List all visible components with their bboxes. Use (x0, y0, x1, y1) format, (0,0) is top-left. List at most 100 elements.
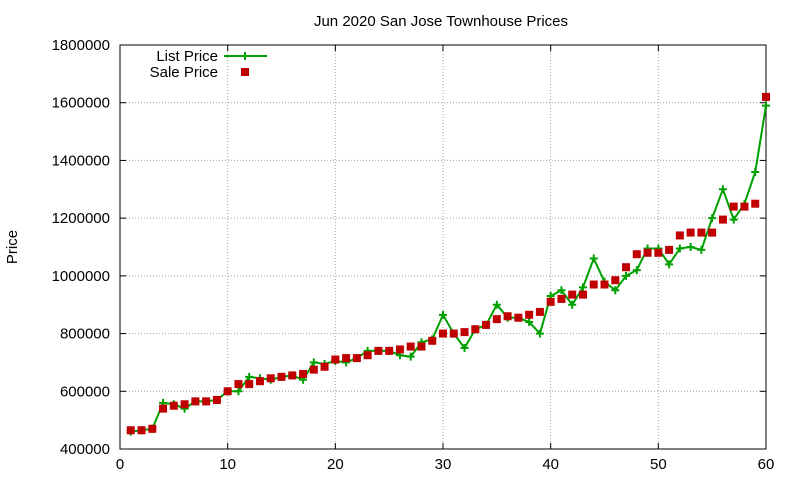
sale-price-point (395, 345, 404, 354)
sale-price-point (439, 329, 447, 338)
x-tick-label: 10 (219, 456, 236, 473)
x-tick-label: 60 (758, 456, 775, 473)
list-price-point (557, 286, 566, 295)
sale-price-point (482, 320, 491, 329)
list-price-point (460, 344, 469, 352)
sale-price-point (492, 315, 501, 324)
x-tick-label: 0 (116, 456, 124, 473)
sale-price-point (191, 397, 200, 406)
axis-ticks (119, 44, 767, 450)
sale-price-point (331, 355, 340, 364)
sale-price-point (546, 297, 555, 306)
legend-marker-list-price (241, 52, 249, 60)
list-price-point (568, 300, 577, 309)
sale-price-point (223, 387, 232, 396)
sale-price-point (718, 215, 727, 224)
grid-lines (120, 45, 766, 449)
legend-label-list-price: List Price (156, 48, 218, 65)
list-price-line (130, 105, 767, 433)
list-price-point (697, 245, 706, 254)
sale-price-point (460, 328, 469, 337)
sale-price-point (600, 280, 609, 289)
list-price-point (632, 266, 641, 275)
x-tick-label: 50 (650, 456, 667, 473)
sale-price-point (320, 362, 329, 371)
y-tick-labels: 400000 600000 800000 1000000 1200000 1400000 1… (52, 37, 110, 458)
sale-price-point (654, 248, 663, 257)
sale-price-point (675, 231, 684, 240)
sale-price-point (611, 276, 620, 285)
sale-price-point (417, 342, 426, 351)
legend-label-sale-price: Sale Price (150, 64, 218, 81)
sale-price-point (632, 250, 641, 259)
legend-marker-sale-price (241, 68, 249, 76)
x-tick-label: 30 (435, 456, 452, 473)
sale-price-point (525, 310, 534, 319)
series-layer (126, 92, 770, 436)
sale-price-point (202, 397, 211, 406)
sale-price-point (212, 395, 221, 404)
y-tick-label: 1000000 (52, 268, 110, 285)
sale-price-point (342, 354, 351, 363)
sale-price-point (148, 424, 157, 433)
sale-price-point (708, 228, 717, 237)
sale-price-point (762, 92, 770, 101)
sale-price-point (751, 199, 760, 208)
sale-price-point (535, 307, 544, 316)
sale-price-point (159, 404, 168, 413)
sale-price-series (126, 92, 770, 435)
y-tick-label: 600000 (60, 383, 110, 400)
list-price-point (309, 358, 318, 367)
sale-price-point (352, 354, 361, 363)
list-price-point (708, 214, 717, 223)
list-price-point (535, 329, 544, 338)
x-tick-label: 40 (542, 456, 559, 473)
sale-price-point (514, 313, 523, 322)
sale-price-point (234, 380, 243, 389)
y-tick-label: 1200000 (52, 210, 110, 227)
sale-price-point (557, 294, 566, 303)
sale-price-point (385, 346, 394, 355)
sale-price-point (589, 280, 598, 289)
list-price-point (578, 283, 587, 292)
sale-price-point (126, 426, 135, 435)
list-price-point (686, 243, 695, 251)
list-price-point (589, 254, 598, 263)
sale-price-point (169, 401, 178, 410)
sale-price-point (277, 372, 286, 381)
sale-price-point (374, 346, 383, 355)
list-price-point (234, 387, 243, 396)
y-tick-label: 1400000 (52, 152, 110, 169)
sale-price-point (686, 228, 695, 237)
list-price-point (718, 185, 727, 194)
sale-price-point (288, 371, 297, 380)
list-price-point (492, 300, 501, 309)
sale-price-point (266, 374, 275, 383)
list-price-point (665, 260, 674, 269)
sale-price-point (729, 202, 738, 211)
sale-price-point (568, 290, 577, 299)
sale-price-point (363, 351, 372, 360)
sale-price-point (406, 342, 415, 351)
list-price-point (622, 271, 631, 280)
y-axis-label: Price (4, 230, 21, 264)
sale-price-point (665, 245, 674, 254)
list-price-point (751, 167, 760, 176)
sale-price-point (449, 329, 458, 338)
sale-price-point (471, 325, 480, 334)
y-tick-label: 400000 (60, 441, 110, 458)
y-tick-label: 800000 (60, 326, 110, 343)
list-price-point (439, 310, 447, 319)
sale-price-point (643, 248, 652, 257)
list-price-series (126, 101, 770, 436)
list-price-point (729, 215, 738, 224)
y-tick-label: 1600000 (52, 95, 110, 112)
chart-title: Jun 2020 San Jose Townhouse Prices (314, 13, 568, 30)
x-tick-labels: 0 10 20 30 40 50 60 (116, 456, 775, 473)
x-tick-label: 20 (327, 456, 344, 473)
sale-price-point (622, 263, 631, 272)
list-price-point (406, 352, 415, 361)
sale-price-point (137, 426, 146, 435)
sale-price-point (255, 377, 264, 386)
